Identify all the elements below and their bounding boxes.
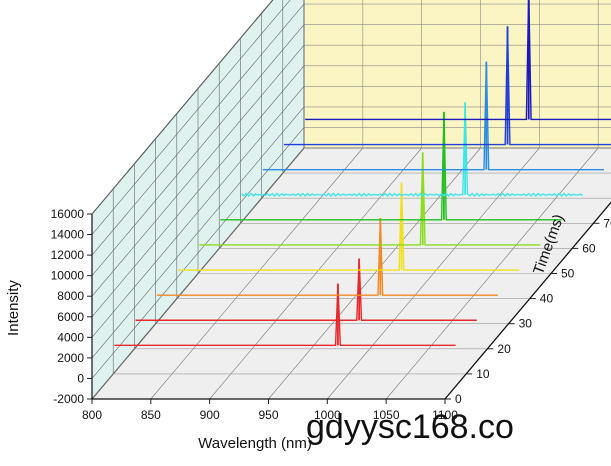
x-tick-label: 900 xyxy=(200,408,220,422)
series-line-8 xyxy=(283,26,611,146)
y-tick-label: 4000 xyxy=(57,330,84,344)
z-tick-label: 50 xyxy=(561,267,575,281)
back-wall xyxy=(303,0,611,149)
series-line-9 xyxy=(305,0,611,121)
y-tick-label: -2000 xyxy=(53,392,84,406)
series-1 xyxy=(135,258,477,321)
x-tick-label: 850 xyxy=(141,408,161,422)
chart-grid xyxy=(91,0,611,400)
y-axis-title: Intensity xyxy=(5,280,22,336)
series-9 xyxy=(305,0,611,121)
y-tick-label: 6000 xyxy=(57,310,84,324)
series-line-4 xyxy=(199,152,541,246)
series-8 xyxy=(283,26,611,146)
y-tick-label: 16000 xyxy=(51,207,85,221)
y-tick-label: 8000 xyxy=(57,289,84,303)
chart-ticks: 800 850 900 950 1000 1050 1100-200002000400060… xyxy=(51,207,611,422)
x-axis-title: Wavelength (nm) xyxy=(198,435,312,452)
z-tick-label: 0 xyxy=(455,392,462,406)
series-line-0 xyxy=(114,283,456,347)
y-tick-label: 14000 xyxy=(51,228,85,242)
z-tick-label: 70 xyxy=(603,216,611,230)
z-tick-label: 20 xyxy=(497,342,511,356)
y-tick-label: 12000 xyxy=(51,248,85,262)
series-3 xyxy=(177,182,520,271)
watermark-text: gdyysc168.co xyxy=(306,408,514,446)
series-line-2 xyxy=(156,218,498,296)
x-tick-label: 1000 xyxy=(314,408,341,422)
series-6 xyxy=(241,102,584,197)
x-tick-label: 950 xyxy=(258,408,278,422)
series-line-6 xyxy=(241,102,584,197)
z-tick-label: 60 xyxy=(582,241,596,255)
chart-walls xyxy=(90,0,611,401)
z-tick-label: 40 xyxy=(540,292,554,306)
x-tick-label: 1100 xyxy=(432,408,458,422)
series-7 xyxy=(262,61,604,171)
series-line-1 xyxy=(135,258,477,321)
x-tick-label: 1050 xyxy=(373,408,400,422)
series-line-5 xyxy=(220,111,562,221)
y-tick-label: 10000 xyxy=(51,269,85,283)
z-tick-label: 10 xyxy=(476,367,490,381)
series-line-7 xyxy=(262,61,604,171)
z-tick-label: 30 xyxy=(519,317,533,331)
series-4 xyxy=(199,152,541,246)
x-tick-label: 800 xyxy=(82,408,102,422)
series-2 xyxy=(156,218,498,296)
series-0 xyxy=(114,283,456,347)
series-layer xyxy=(114,0,611,347)
y-tick-label: 0 xyxy=(77,371,84,385)
y-tick-label: 2000 xyxy=(57,351,84,365)
series-line-3 xyxy=(177,182,520,271)
series-5 xyxy=(220,111,562,221)
